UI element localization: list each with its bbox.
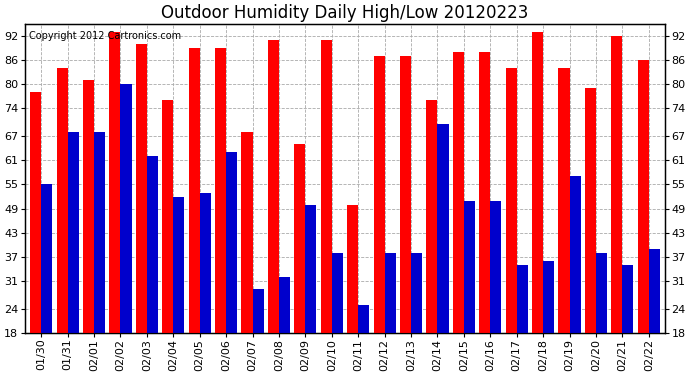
Bar bbox=[596, 253, 607, 333]
Bar bbox=[241, 132, 253, 333]
Bar bbox=[649, 249, 660, 333]
Bar bbox=[188, 48, 199, 333]
Bar bbox=[585, 88, 596, 333]
Bar bbox=[532, 32, 543, 333]
Bar bbox=[41, 184, 52, 333]
Bar bbox=[569, 176, 580, 333]
Bar bbox=[110, 32, 121, 333]
Bar bbox=[411, 253, 422, 333]
Bar bbox=[30, 92, 41, 333]
Bar bbox=[147, 156, 158, 333]
Bar bbox=[622, 265, 633, 333]
Bar bbox=[162, 100, 173, 333]
Bar bbox=[464, 201, 475, 333]
Bar bbox=[68, 132, 79, 333]
Bar bbox=[226, 152, 237, 333]
Bar bbox=[173, 196, 184, 333]
Text: Copyright 2012 Cartronics.com: Copyright 2012 Cartronics.com bbox=[28, 32, 181, 42]
Bar bbox=[543, 261, 554, 333]
Bar bbox=[121, 84, 132, 333]
Bar bbox=[384, 253, 396, 333]
Bar bbox=[491, 201, 502, 333]
Bar bbox=[57, 68, 68, 333]
Bar bbox=[517, 265, 528, 333]
Bar bbox=[373, 56, 384, 333]
Bar bbox=[506, 68, 517, 333]
Bar bbox=[437, 124, 448, 333]
Bar bbox=[358, 305, 369, 333]
Bar bbox=[199, 192, 211, 333]
Bar bbox=[453, 52, 464, 333]
Bar bbox=[215, 48, 226, 333]
Bar bbox=[558, 68, 569, 333]
Bar bbox=[426, 100, 437, 333]
Title: Outdoor Humidity Daily High/Low 20120223: Outdoor Humidity Daily High/Low 20120223 bbox=[161, 4, 529, 22]
Bar bbox=[479, 52, 491, 333]
Bar bbox=[268, 40, 279, 333]
Bar bbox=[136, 44, 147, 333]
Bar bbox=[611, 36, 622, 333]
Bar bbox=[294, 144, 306, 333]
Bar bbox=[347, 204, 358, 333]
Bar bbox=[321, 40, 332, 333]
Bar bbox=[332, 253, 343, 333]
Bar bbox=[83, 80, 94, 333]
Bar bbox=[253, 289, 264, 333]
Bar bbox=[279, 277, 290, 333]
Bar bbox=[400, 56, 411, 333]
Bar bbox=[638, 60, 649, 333]
Bar bbox=[94, 132, 105, 333]
Bar bbox=[306, 204, 317, 333]
